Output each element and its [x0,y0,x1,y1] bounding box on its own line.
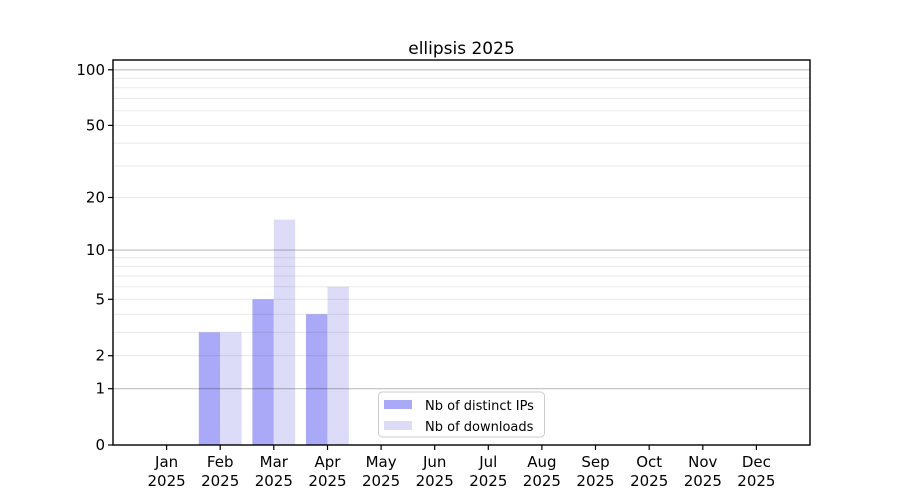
x-tick-label-mar: Mar 2025 [255,453,293,490]
bar-mar-downloads [273,219,296,445]
x-tick-label-aug: Aug 2025 [523,453,561,490]
y-tick-label: 100 [76,61,105,79]
legend: Nb of distinct IPs Nb of downloads [378,391,545,438]
y-tick-label: 2 [95,347,105,365]
x-tick-label-nov: Nov 2025 [684,453,722,490]
x-tick-label-feb: Feb 2025 [201,453,239,490]
x-tick-label-jul: Jul 2025 [469,453,507,490]
x-tick-label-may: May 2025 [362,453,400,490]
legend-swatch-distinct-ips [384,400,412,409]
bar-feb-ips [198,332,221,445]
y-tick-label: 20 [86,189,105,207]
y-tick-label: 0 [95,436,105,454]
x-tick-label-jan: Jan 2025 [148,453,186,490]
chart-title: ellipsis 2025 [408,39,515,59]
bar-apr-ips [306,314,328,445]
x-tick-label-dec: Dec 2025 [737,453,775,490]
axes-group: 0 1 2 5 10 20 50 100 Jan 2025 Feb 2025 Mar 2025 Apr 202… [76,59,811,490]
bars-group [198,219,349,445]
bar-feb-downloads [220,332,242,445]
x-tick-label-jun: Jun 2025 [416,453,454,490]
x-tick-label-apr: Apr 2025 [308,453,346,490]
y-tick-label: 10 [86,241,105,259]
bar-apr-downloads [327,286,349,445]
legend-swatch-downloads [384,421,412,430]
y-tick-label: 1 [95,380,105,398]
x-tick-label-sep: Sep 2025 [576,453,614,490]
y-tick-label: 50 [86,116,105,134]
legend-label-downloads: Nb of downloads [425,420,534,435]
legend-box [378,391,545,438]
x-tick-label-oct: Oct 2025 [630,453,668,490]
plot-border [112,59,811,446]
grid-group [113,69,810,390]
bar-mar-ips [252,299,274,445]
legend-label-distinct-ips: Nb of distinct IPs [425,399,534,414]
y-tick-label: 5 [95,290,105,308]
